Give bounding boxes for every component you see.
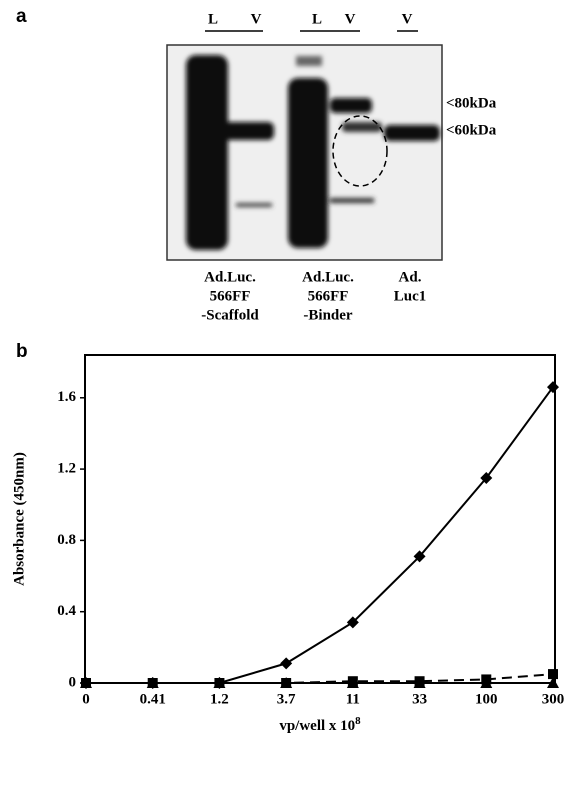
y-tick-label: 0.8 [57, 532, 76, 548]
y-axis-label: Absorbance (450nm) [11, 452, 27, 586]
sample-label: Ad.Luc. [204, 269, 256, 285]
y-tick-label: 0 [69, 674, 77, 690]
figure: a L V L V V <80kDa <60kDa Ad.Luc. 566FF … [0, 0, 581, 801]
x-axis-label: vp/well x 108 [279, 715, 361, 735]
sample-label: Ad.Luc. [302, 269, 354, 285]
panel-label: a [16, 6, 27, 27]
x-tick-label: 33 [412, 691, 427, 707]
x-tick-label: 0.41 [140, 691, 166, 707]
x-tick-label: 11 [346, 691, 360, 707]
x-axis-label-sup: 8 [355, 715, 361, 727]
x-tick-label: 300 [542, 691, 565, 707]
marker-label: <80kDa [446, 95, 497, 111]
x-tick-label: 1.2 [210, 691, 229, 707]
y-tick-label: 0.4 [57, 603, 76, 619]
panel-label: b [16, 341, 28, 362]
sample-label: 566FF [210, 288, 251, 304]
western-blot [167, 45, 442, 260]
marker [280, 657, 292, 669]
lane-label: L [312, 11, 322, 27]
marker-label: <60kDa [446, 122, 497, 138]
sample-label: 566FF [308, 288, 349, 304]
x-tick-label: 100 [475, 691, 498, 707]
lane-label: V [402, 11, 413, 27]
page: {"panel_a": {"label": "a", "lane_groups"… [0, 0, 581, 801]
sample-label: -Binder [303, 307, 353, 323]
x-tick-label: 3.7 [277, 691, 296, 707]
lane-label: V [251, 11, 262, 27]
sample-label: Luc1 [394, 288, 427, 304]
plot-frame [85, 355, 555, 683]
lane-label: L [208, 11, 218, 27]
sample-label: Ad. [399, 269, 422, 285]
x-axis-label-text: vp/well x 10 [279, 718, 355, 734]
y-tick-label: 1.2 [57, 461, 76, 477]
series-line [86, 387, 553, 683]
lane-label: V [345, 11, 356, 27]
sample-label: -Scaffold [201, 307, 259, 323]
x-tick-label: 0 [82, 691, 90, 707]
y-tick-label: 1.6 [57, 389, 76, 405]
